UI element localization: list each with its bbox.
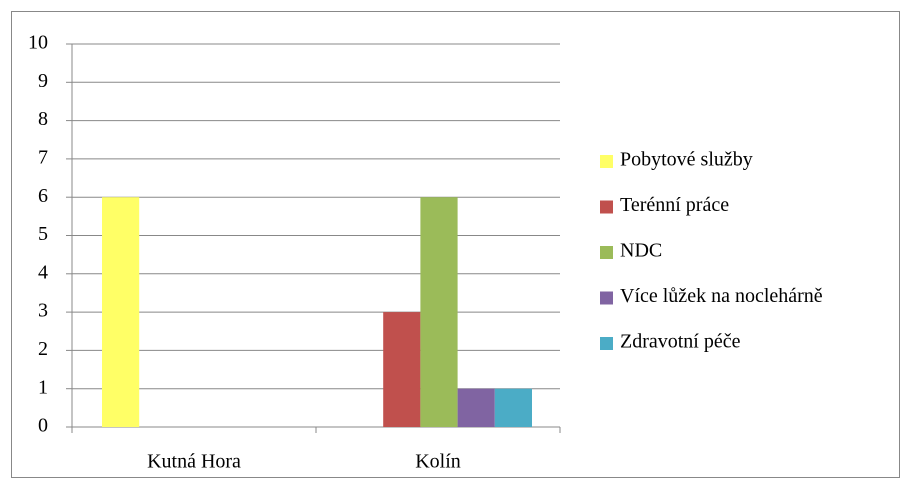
legend-label: Více lůžek na noclehárně [620, 285, 823, 307]
bar [420, 197, 458, 427]
legend-label: Zdravotní péče [620, 331, 741, 353]
y-tick-label: 8 [38, 108, 48, 130]
y-tick-label: 2 [38, 338, 48, 360]
bar [457, 388, 495, 427]
x-tick-label: Kolín [415, 451, 461, 473]
legend-label: NDC [620, 240, 662, 262]
x-tick-label: Kutná Hora [147, 451, 241, 473]
legend-swatch [600, 291, 613, 305]
bar [383, 312, 421, 427]
y-tick-label: 10 [28, 32, 48, 54]
y-tick-label: 6 [38, 185, 48, 207]
y-tick-label: 3 [38, 300, 48, 322]
legend-swatch [600, 246, 613, 259]
bar [494, 388, 532, 427]
legend-swatch [600, 155, 613, 168]
legend-label: Terénní práce [620, 194, 729, 216]
bar [102, 197, 140, 427]
legend-swatch [600, 337, 613, 350]
y-tick-label: 7 [38, 146, 48, 168]
legend-swatch [600, 200, 613, 214]
legend-label: Pobytové služby [620, 149, 753, 171]
y-tick-label: 0 [38, 415, 48, 437]
y-tick-label: 1 [38, 376, 48, 398]
y-tick-label: 9 [38, 70, 48, 92]
y-tick-label: 4 [38, 261, 48, 283]
y-tick-label: 5 [38, 223, 48, 245]
